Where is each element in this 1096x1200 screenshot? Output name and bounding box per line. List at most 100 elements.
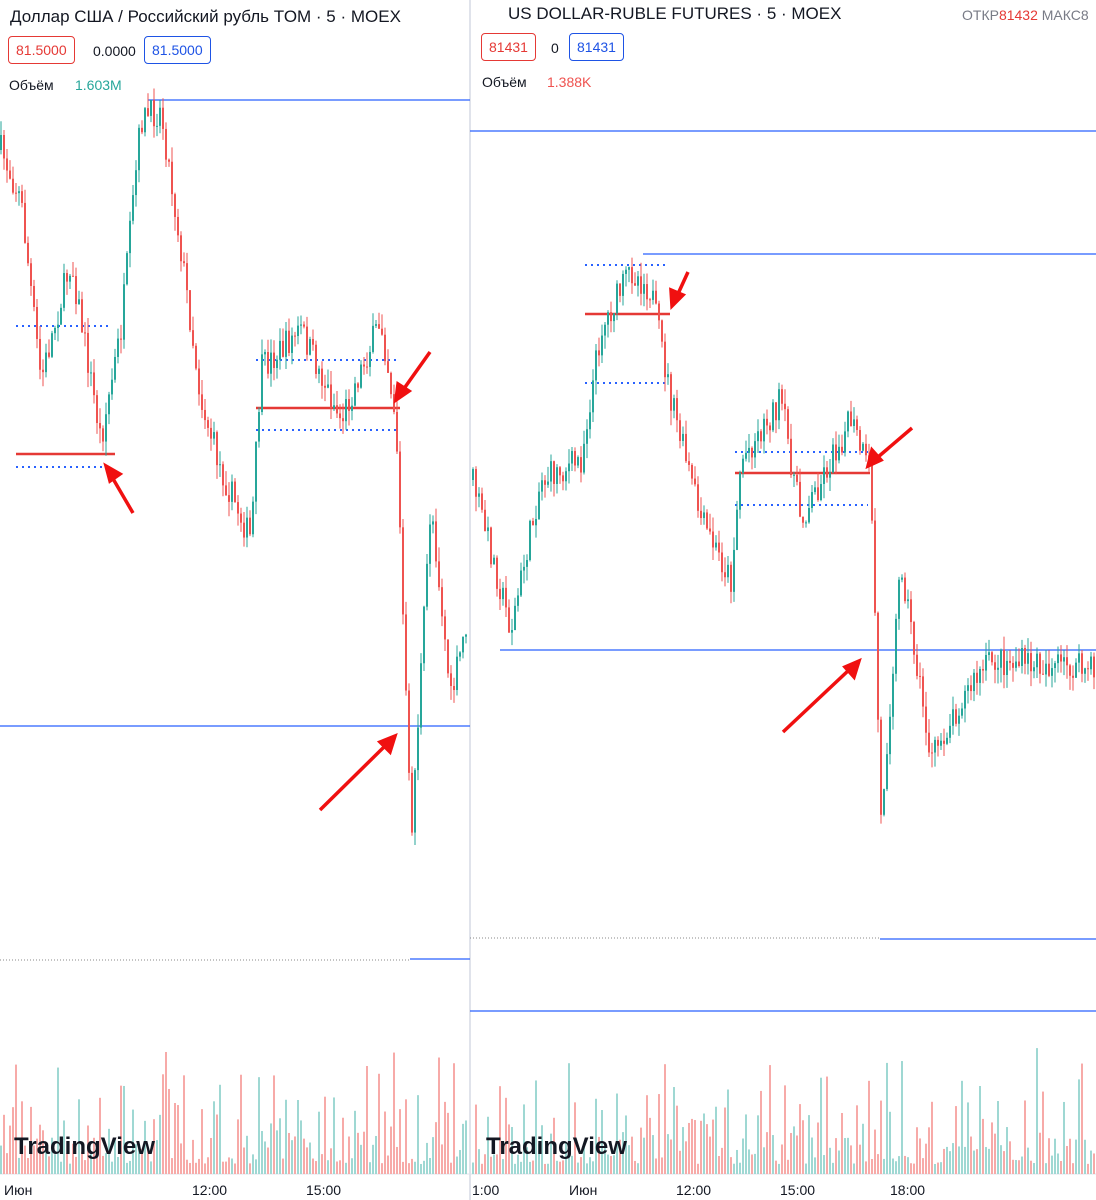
decoration xyxy=(384,1111,386,1174)
decoration xyxy=(505,1097,507,1174)
decoration xyxy=(661,1157,663,1174)
decoration xyxy=(168,1088,170,1174)
decoration xyxy=(396,1146,398,1174)
decoration xyxy=(970,685,972,692)
decoration xyxy=(105,1153,107,1174)
right-bid[interactable]: 81431 xyxy=(481,33,536,61)
decoration xyxy=(652,290,654,300)
decoration xyxy=(553,1117,555,1174)
decoration xyxy=(706,512,708,529)
decoration xyxy=(916,654,918,676)
decoration xyxy=(318,368,320,374)
decoration xyxy=(568,463,570,472)
left-logo[interactable]: TradingView xyxy=(14,1133,155,1160)
decoration xyxy=(502,587,504,600)
decoration xyxy=(832,1162,834,1174)
decoration xyxy=(1015,1160,1017,1174)
decoration xyxy=(234,1163,236,1174)
decoration xyxy=(646,1095,648,1174)
decoration xyxy=(1039,653,1041,674)
decoration xyxy=(1054,1138,1056,1174)
decoration xyxy=(291,1140,293,1174)
decoration xyxy=(414,770,416,833)
decoration xyxy=(619,1139,621,1174)
time-label: 15:00 xyxy=(306,1182,342,1198)
decoration xyxy=(186,1159,188,1174)
decoration xyxy=(523,566,525,571)
decoration xyxy=(1024,1100,1026,1174)
decoration xyxy=(372,325,374,352)
decoration xyxy=(712,531,714,548)
decoration xyxy=(1003,1151,1005,1174)
decoration xyxy=(324,1096,326,1174)
decoration xyxy=(592,1161,594,1174)
decoration xyxy=(976,672,978,683)
decoration xyxy=(177,216,179,236)
time-label: 15:00 xyxy=(780,1182,816,1198)
decoration xyxy=(556,467,558,484)
decoration xyxy=(171,1158,173,1174)
decoration xyxy=(607,312,609,325)
decoration xyxy=(667,1134,669,1174)
decoration xyxy=(381,328,383,335)
decoration xyxy=(33,1145,35,1174)
decoration xyxy=(174,1103,176,1174)
decoration xyxy=(667,374,669,378)
decoration xyxy=(261,1131,263,1174)
decoration xyxy=(363,364,365,367)
decoration xyxy=(270,352,272,374)
decoration xyxy=(703,1113,705,1174)
decoration xyxy=(339,413,341,419)
decoration xyxy=(87,332,89,373)
right-ask[interactable]: 81431 xyxy=(569,33,624,61)
decoration xyxy=(664,1064,666,1174)
decoration xyxy=(222,1161,224,1174)
decoration xyxy=(117,338,119,357)
decoration xyxy=(381,1163,383,1174)
decoration xyxy=(865,1161,867,1174)
decoration xyxy=(405,614,407,691)
decoration xyxy=(820,484,822,501)
decoration xyxy=(715,1106,717,1174)
decoration xyxy=(69,275,71,282)
decoration xyxy=(925,706,927,733)
decoration xyxy=(565,471,567,482)
decoration xyxy=(426,1142,428,1174)
decoration xyxy=(219,1084,221,1174)
left-title: Доллар США / Российский рубль TOM · 5 · … xyxy=(10,7,401,26)
decoration xyxy=(805,522,807,524)
decoration xyxy=(408,1163,410,1174)
decoration xyxy=(327,1160,329,1174)
decoration xyxy=(811,492,813,508)
decoration xyxy=(649,1117,651,1174)
decoration xyxy=(832,444,834,473)
decoration xyxy=(1066,1146,1068,1174)
decoration xyxy=(904,577,906,602)
decoration xyxy=(604,324,606,336)
time-label: 1:00 xyxy=(472,1182,500,1198)
decoration xyxy=(934,739,936,753)
decoration xyxy=(444,616,446,640)
right-logo[interactable]: TradingView xyxy=(486,1133,627,1160)
decoration xyxy=(628,1145,630,1174)
decoration xyxy=(736,1149,738,1174)
decoration xyxy=(462,1123,464,1174)
decoration xyxy=(285,1099,287,1174)
decoration xyxy=(937,1162,939,1174)
decoration xyxy=(868,1080,870,1174)
decoration xyxy=(559,467,561,476)
decoration xyxy=(63,273,65,308)
decoration xyxy=(1030,1160,1032,1174)
decoration xyxy=(895,1161,897,1174)
left-ask[interactable]: 81.5000 xyxy=(144,36,211,64)
decoration xyxy=(375,1135,377,1174)
decoration xyxy=(198,368,200,395)
decoration xyxy=(907,1157,909,1174)
decoration xyxy=(1072,675,1074,678)
decoration xyxy=(547,481,549,485)
decoration xyxy=(640,1127,642,1174)
left-bid[interactable]: 81.5000 xyxy=(8,36,75,64)
decoration xyxy=(892,1158,894,1174)
decoration xyxy=(1033,667,1035,672)
decoration xyxy=(231,481,233,502)
